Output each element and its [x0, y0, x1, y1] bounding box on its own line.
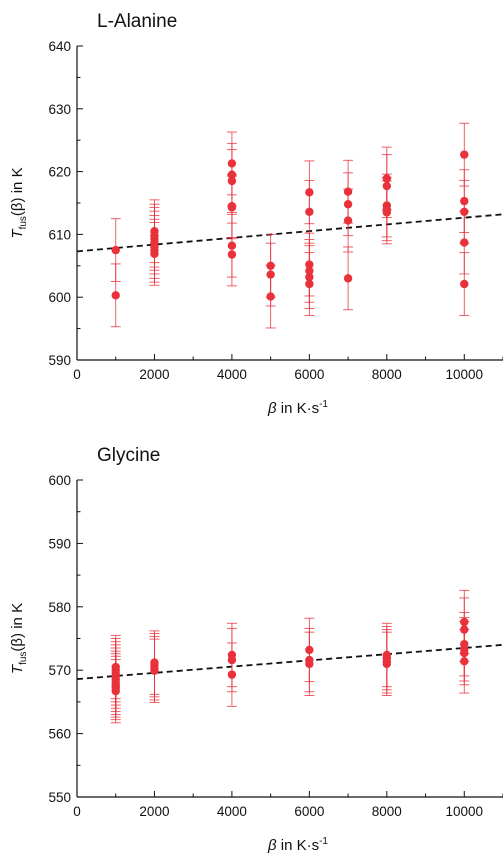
x-tick-label: 10000: [445, 367, 483, 382]
data-point: [460, 617, 469, 627]
y-tick-label: 620: [48, 165, 71, 180]
x-tick-label: 2000: [139, 804, 169, 819]
data-point: [343, 216, 353, 225]
data-point: [460, 279, 469, 289]
x-tick-label: 0: [73, 804, 81, 819]
data-point: [305, 279, 314, 289]
data-point: [305, 659, 314, 669]
data-point: [460, 657, 469, 666]
data-point: [460, 207, 469, 216]
x-axis-label: β in K·s-1: [267, 399, 328, 417]
y-tick-label: 580: [48, 600, 71, 615]
data-point: [382, 208, 392, 217]
data-point: [227, 170, 237, 179]
data-point: [460, 648, 469, 658]
y-tick-label: 570: [48, 663, 71, 678]
data-point: [227, 655, 237, 665]
x-axis-label-symbol: β: [267, 837, 277, 854]
y-axis-label-symbol: T: [9, 228, 26, 239]
data-point: [111, 245, 120, 255]
y-axis-label-subscript: fus: [18, 216, 29, 229]
data-point: [460, 150, 469, 159]
x-tick-label: 8000: [372, 804, 402, 819]
data-point: [227, 203, 237, 212]
x-tick-label: 6000: [294, 367, 324, 382]
data-point: [305, 272, 314, 282]
data-point: [227, 250, 237, 259]
data-point: [305, 207, 314, 216]
fit-line: [76, 213, 503, 253]
x-tick-label: 4000: [217, 367, 247, 382]
data-point: [150, 666, 159, 676]
data-point: [460, 238, 469, 247]
x-axis-label-exponent: -1: [319, 399, 328, 410]
data-point: [382, 659, 392, 669]
chart-title: Glycine: [97, 445, 160, 466]
data-point: [343, 274, 353, 283]
x-axis-label-exponent: -1: [319, 836, 328, 847]
y-tick-label: 600: [48, 290, 71, 305]
x-tick-label: 10000: [445, 804, 483, 819]
data-point: [382, 181, 392, 191]
data-point: [227, 670, 237, 679]
data-point: [305, 188, 314, 197]
data-point: [150, 249, 159, 259]
data-point: [305, 645, 314, 655]
data-point: [111, 291, 120, 300]
y-tick-label: 590: [48, 353, 71, 368]
data-point: [382, 174, 392, 183]
data-point: [111, 686, 120, 696]
y-tick-label: 560: [48, 727, 71, 742]
x-tick-label: 0: [73, 367, 81, 382]
y-axis-label-subscript: fus: [18, 652, 29, 665]
x-axis-label-unit: in K·s: [277, 400, 320, 417]
x-tick-label: 8000: [372, 367, 402, 382]
chart-panel-l-alanine: L-Alanine 590 600 610 620 630 640 0 2000 4000 6000…: [9, 11, 503, 417]
data-point: [266, 261, 275, 270]
data-point: [460, 196, 469, 206]
y-axis-label: Tfus(β) in K: [9, 603, 29, 674]
data-point: [227, 159, 237, 168]
y-tick-label: 550: [48, 790, 71, 805]
error-bars: [110, 589, 470, 724]
x-tick-label: 6000: [294, 804, 324, 819]
y-axis-label-unit: (β) in K: [9, 167, 26, 216]
data-point: [343, 200, 353, 209]
data-point: [305, 266, 314, 276]
data-points: [111, 150, 469, 301]
y-tick-label: 590: [48, 536, 71, 551]
y-axis-label-symbol: T: [9, 663, 26, 674]
x-tick-label: 4000: [217, 804, 247, 819]
x-axis-label-symbol: β: [267, 400, 277, 417]
y-tick-label: 630: [48, 102, 71, 117]
y-axis-label-unit: (β) in K: [9, 603, 26, 652]
x-tick-label: 2000: [139, 367, 169, 382]
x-axis-label-unit: in K·s: [277, 837, 320, 854]
x-axis-label: β in K·s-1: [267, 836, 328, 854]
data-points: [111, 617, 469, 696]
data-point: [266, 292, 275, 301]
fit-line: [76, 643, 503, 680]
y-tick-label: 610: [48, 227, 71, 242]
data-point: [343, 187, 353, 196]
data-point: [305, 260, 314, 269]
y-tick-label: 600: [48, 473, 71, 488]
y-tick-label: 640: [48, 39, 71, 54]
error-bars: [110, 122, 470, 329]
data-point: [460, 625, 469, 634]
y-axis-label: Tfus(β) in K: [9, 167, 29, 238]
chart-title: L-Alanine: [97, 11, 177, 32]
data-point: [227, 176, 237, 186]
data-point: [227, 241, 237, 250]
data-point: [266, 270, 275, 279]
